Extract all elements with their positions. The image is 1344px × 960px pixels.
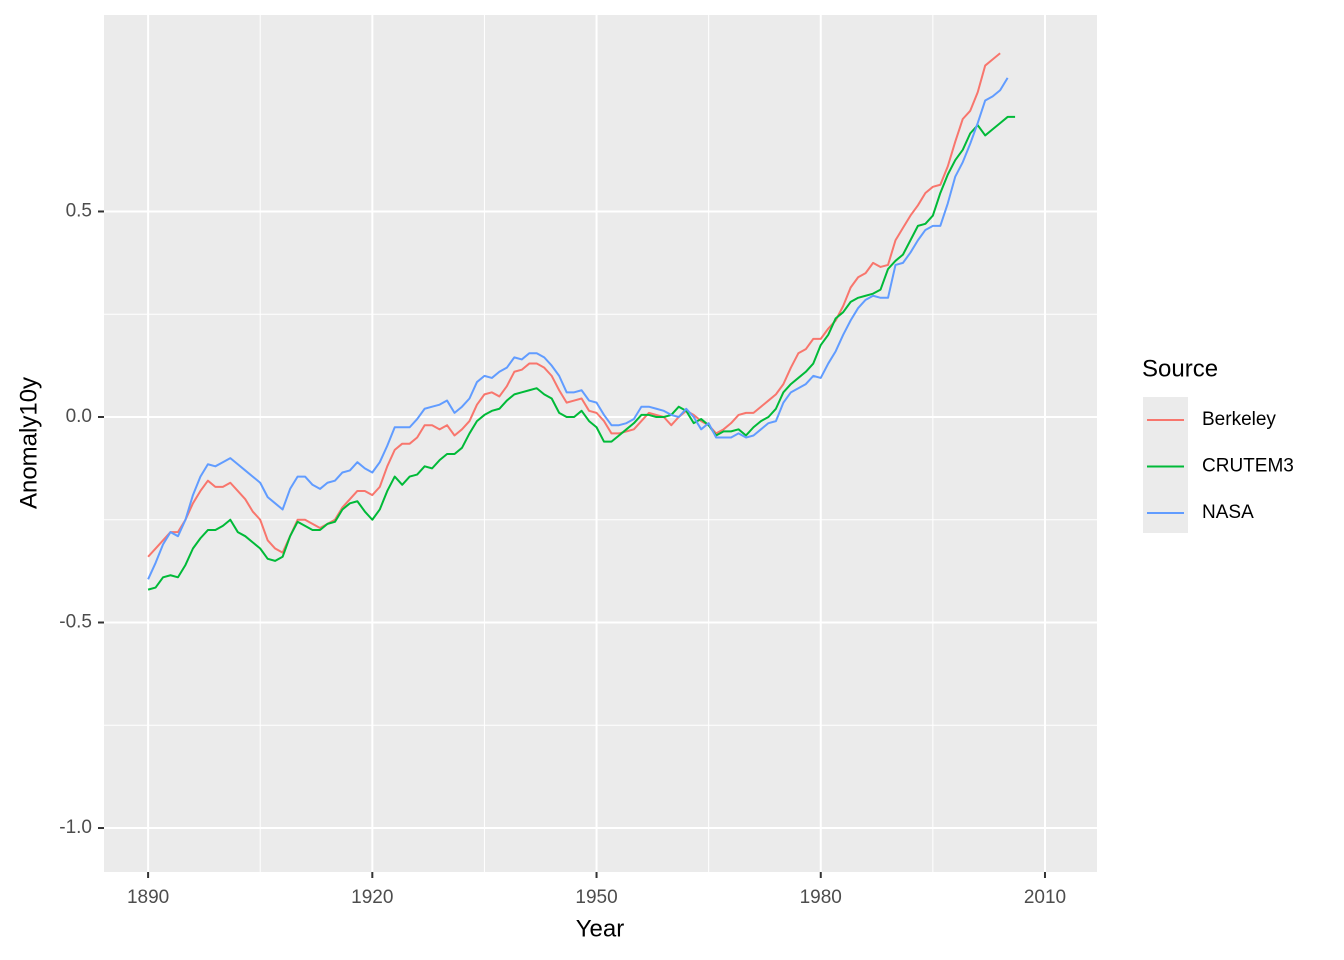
y-tick-label: 0.5	[66, 200, 92, 221]
legend-label: NASA	[1202, 502, 1254, 523]
x-tick-label: 1920	[351, 887, 393, 908]
x-axis-title: Year	[576, 915, 625, 942]
y-tick-label: 0.0	[66, 406, 92, 427]
x-tick-label: 1980	[800, 887, 842, 908]
series-line	[147, 115, 1016, 591]
legend-label: CRUTEM3	[1202, 456, 1294, 477]
legend-title: Source	[1142, 355, 1218, 382]
x-tick-label: 2010	[1024, 887, 1066, 908]
series-line	[147, 77, 1009, 580]
legend-label: Berkeley	[1202, 409, 1276, 430]
y-tick-label: -1.0	[59, 817, 92, 838]
panel	[104, 15, 1097, 872]
x-tick-label: 1890	[127, 887, 169, 908]
y-axis-title: Anomaly10y	[15, 377, 42, 509]
x-tick-label: 1950	[575, 887, 617, 908]
y-tick-label: -0.5	[59, 612, 92, 633]
